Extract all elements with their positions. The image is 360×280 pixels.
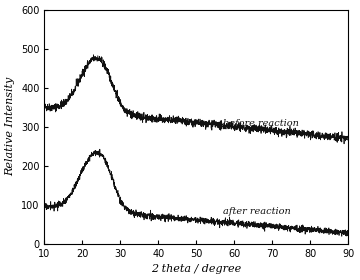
- Text: before reaction: before reaction: [223, 119, 299, 128]
- Y-axis label: Relative Intensity: Relative Intensity: [5, 77, 15, 176]
- Text: after reaction: after reaction: [223, 207, 291, 216]
- X-axis label: 2 theta / degree: 2 theta / degree: [151, 264, 242, 274]
